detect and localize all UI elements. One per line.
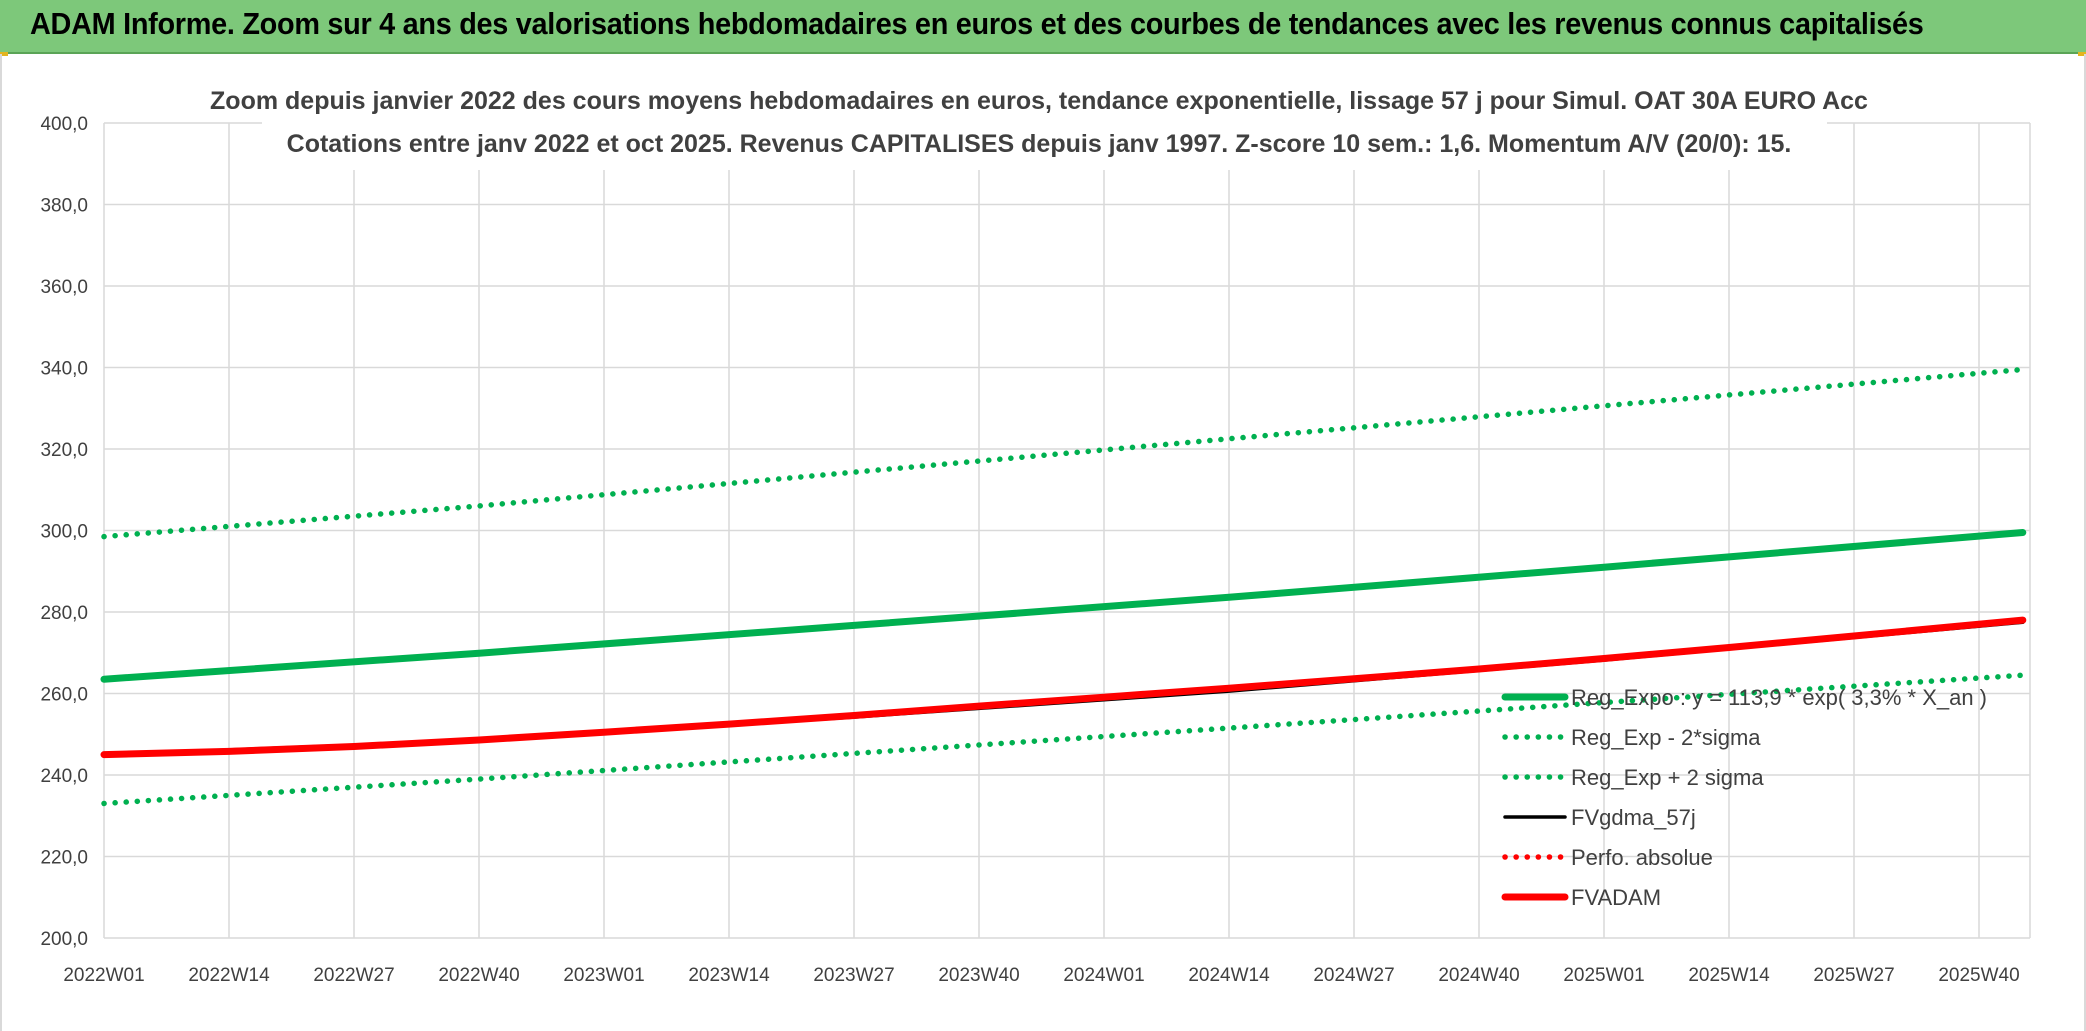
x-tick-label: 2024W40 <box>1438 965 1519 986</box>
series-line-2 <box>101 366 2026 540</box>
legend-entry-label: FVgdma_57j <box>1571 805 1696 830</box>
x-tick-label: 2023W40 <box>938 965 1019 986</box>
x-tick-label: 2023W14 <box>688 965 770 986</box>
y-tick-label: 280,0 <box>40 603 88 624</box>
x-tick-label: 2025W40 <box>1938 965 2019 986</box>
x-tick-label: 2023W01 <box>563 965 644 986</box>
x-tick-label: 2025W01 <box>1563 965 1644 986</box>
x-tick-label: 2022W27 <box>313 965 394 986</box>
y-tick-label: 380,0 <box>40 196 88 217</box>
chart-frame <box>0 54 2086 1031</box>
series-line-5 <box>100 616 2027 759</box>
y-tick-label: 340,0 <box>40 359 88 380</box>
chart-title: Zoom depuis janvier 2022 des cours moyen… <box>210 87 1868 115</box>
frame-corner-right <box>2078 52 2086 56</box>
x-tick-label: 2024W14 <box>1188 965 1270 986</box>
series-line-0 <box>100 529 2027 683</box>
x-tick-label: 2024W27 <box>1313 965 1394 986</box>
y-tick-label: 400,0 <box>40 114 88 135</box>
x-tick-label: 2022W40 <box>438 965 519 986</box>
legend-entry-label: Reg_Expo : y = 113,9 * exp( 3,3% * X_an … <box>1571 685 1987 710</box>
legend-entry-label: FVADAM <box>1571 885 1661 910</box>
legend-entry-label: Reg_Exp + 2 sigma <box>1571 765 1764 790</box>
legend-entry-label: Perfo. absolue <box>1571 845 1713 870</box>
y-tick-label: 260,0 <box>40 685 88 706</box>
x-tick-label: 2023W27 <box>813 965 894 986</box>
y-tick-label: 220,0 <box>40 848 88 869</box>
y-axis-ticks: 200,0 220,0 240,0 260,0 280,0 300,0 320,0 340,0… <box>40 114 88 950</box>
x-tick-label: 2024W01 <box>1063 965 1144 986</box>
x-tick-label: 2025W14 <box>1688 965 1770 986</box>
grid-lines <box>103 122 2031 939</box>
report-title: ADAM Informe. Zoom sur 4 ans des valoris… <box>30 6 1924 41</box>
series-lines <box>100 366 2027 807</box>
x-tick-label: 2022W14 <box>188 965 270 986</box>
y-tick-label: 240,0 <box>40 766 88 787</box>
chart-title-background <box>262 78 1827 170</box>
x-tick-label: 2022W01 <box>63 965 144 986</box>
frame-corner-left <box>0 52 8 56</box>
y-tick-label: 300,0 <box>40 522 88 543</box>
y-tick-label: 360,0 <box>40 277 88 298</box>
y-tick-label: 200,0 <box>40 929 88 950</box>
x-tick-label: 2025W27 <box>1813 965 1894 986</box>
report-banner: ADAM Informe. Zoom sur 4 ans des valoris… <box>0 0 2086 54</box>
series-line-1 <box>101 672 2026 807</box>
x-axis-ticks: 2022W01 2022W14 2022W27 2022W40 2023W01 2023W… <box>63 965 2019 986</box>
chart-subtitle: Cotations entre janv 2022 et oct 2025. R… <box>287 130 1792 158</box>
y-tick-label: 320,0 <box>40 440 88 461</box>
chart-legend: Reg_Expo : y = 113,9 * exp( 3,3% * X_an … <box>1501 685 1987 910</box>
legend-entry-label: Reg_Exp - 2*sigma <box>1571 725 1761 750</box>
